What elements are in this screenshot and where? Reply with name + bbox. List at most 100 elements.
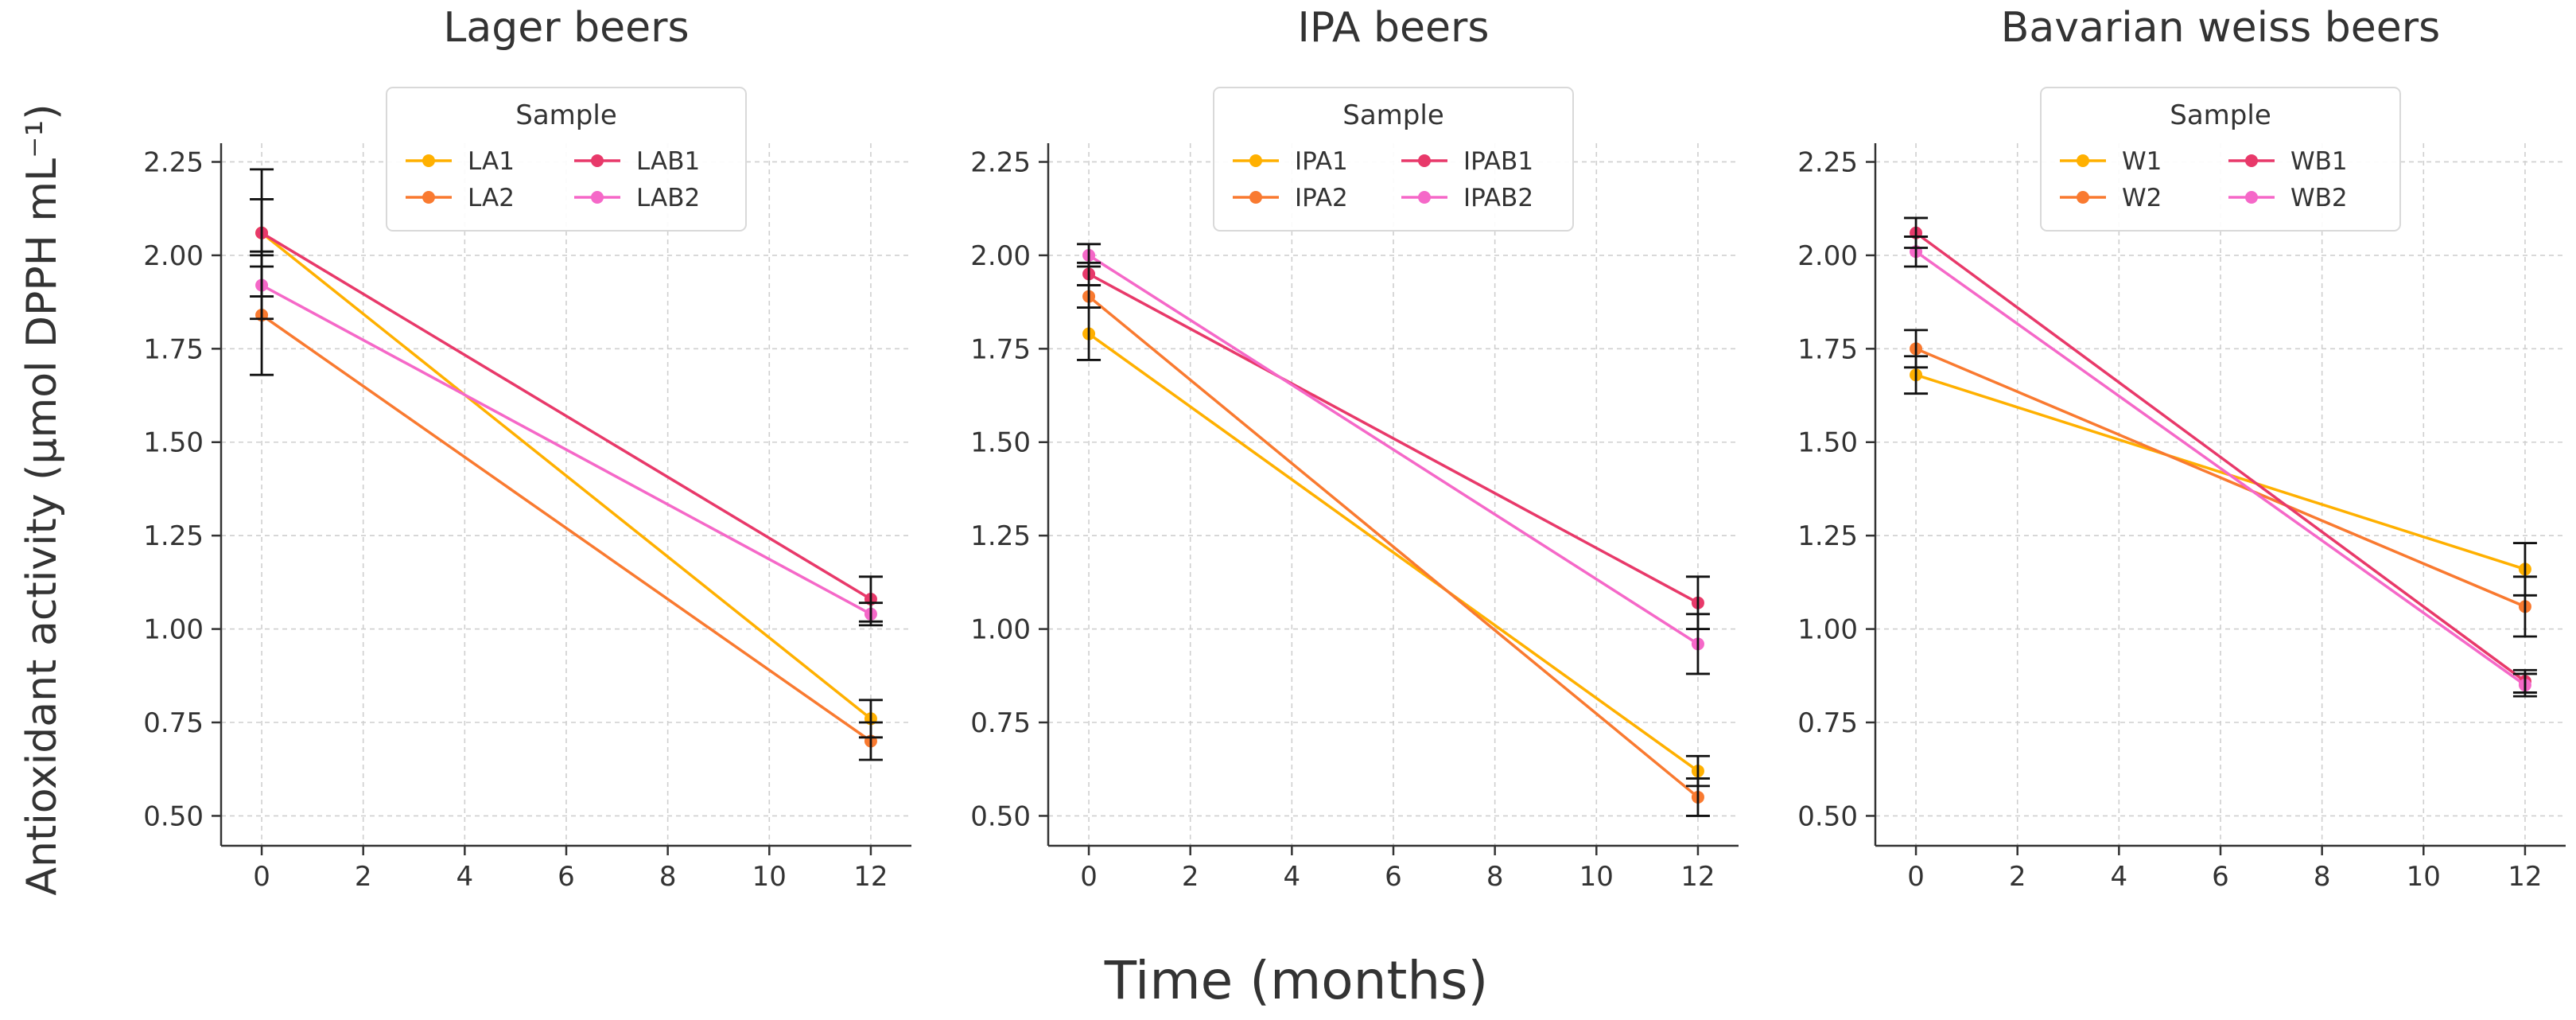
y-tick-label: 1.50	[1797, 427, 1858, 459]
legend-box	[1213, 87, 1574, 232]
legend-label-IPA2: IPA2	[1295, 184, 1348, 212]
x-tick-label: 8	[1486, 861, 1504, 893]
y-tick-label: 2.00	[1797, 240, 1858, 272]
legend-label-LA2: LA2	[468, 184, 515, 212]
legend-label-LAB2: LAB2	[636, 184, 700, 212]
figure-x-axis-label: Time (months)	[1104, 950, 1489, 1011]
legend-marker-WB1	[2245, 154, 2258, 167]
y-tick-label: 2.25	[970, 146, 1031, 178]
y-tick-label: 0.75	[970, 707, 1031, 739]
legend-label-LAB1: LAB1	[636, 147, 700, 176]
legend-marker-IPAB1	[1418, 154, 1431, 167]
series-line-IPA2	[1087, 295, 1700, 799]
legend-title: Sample	[2170, 99, 2271, 131]
x-tick-label: 12	[1680, 861, 1715, 893]
y-tick-label: 2.25	[1797, 146, 1858, 178]
legend-label-IPAB1: IPAB1	[1463, 147, 1533, 176]
y-tick-label: 0.50	[143, 800, 204, 832]
series-line-LA1	[260, 232, 872, 720]
series-line-LA2	[261, 313, 872, 742]
chart-title: Lager beers	[443, 4, 689, 52]
series-line-IPAB1	[1088, 272, 1699, 605]
legend-marker-IPAB2	[1418, 191, 1431, 204]
series-line-W1	[1915, 373, 2526, 571]
legend-label-LA1: LA1	[468, 147, 515, 176]
x-tick-label: 6	[558, 861, 575, 893]
chart-title: IPA beers	[1298, 4, 1490, 52]
x-tick-label: 6	[2212, 861, 2229, 893]
legend-label-IPAB2: IPAB2	[1463, 184, 1533, 212]
legend-marker-LAB1	[591, 154, 604, 167]
panel-1: Lager beers 0 2 4 6 8 10 12 0.50 0.75 1.00 1.25 1.50…	[143, 4, 911, 893]
x-tick-label: 4	[457, 861, 474, 893]
y-tick-label: 1.50	[970, 427, 1031, 459]
legend-label-IPA1: IPA1	[1295, 147, 1348, 176]
figure-y-axis-label: Antioxidant activity (µmol DPPH mL⁻¹)	[18, 103, 66, 895]
x-tick-label: 8	[2314, 861, 2331, 893]
legend-marker-WB2	[2245, 191, 2258, 204]
legend: Sample W1 W2 WB1 WB2	[2040, 87, 2401, 232]
series-line-WB2	[1915, 250, 2526, 687]
series-line-LAB2	[261, 283, 872, 616]
legend-marker-LAB2	[591, 191, 604, 204]
x-tick-label: 0	[1907, 861, 1925, 893]
series-line-IPA1	[1088, 333, 1699, 773]
series-line-WB1	[1915, 232, 2526, 683]
y-tick-label: 0.75	[143, 707, 204, 739]
legend-label-WB2: WB2	[2290, 184, 2348, 212]
y-tick-label: 0.50	[970, 800, 1031, 832]
panel-3: Bavarian weiss beers 0 2 4 6 8 10 12 0.50 0.75 1.0…	[1797, 4, 2566, 893]
x-tick-label: 2	[2009, 861, 2026, 893]
x-tick-label: 4	[2111, 861, 2128, 893]
legend-label-W1: W1	[2122, 147, 2162, 176]
y-tick-label: 2.25	[143, 146, 204, 178]
y-tick-label: 1.25	[1797, 520, 1858, 552]
series-line-W2	[1915, 347, 2526, 609]
x-tick-label: 0	[1080, 861, 1098, 893]
legend-label-WB1: WB1	[2290, 147, 2348, 176]
x-tick-label: 12	[2508, 861, 2542, 893]
x-tick-label: 2	[355, 861, 372, 893]
legend-title: Sample	[1342, 99, 1443, 131]
legend-marker-LA1	[422, 154, 435, 167]
legend-marker-IPA2	[1249, 191, 1262, 204]
y-tick-label: 0.75	[1797, 707, 1858, 739]
chart-title: Bavarian weiss beers	[2001, 4, 2441, 52]
legend-marker-LA2	[422, 191, 435, 204]
x-tick-label: 4	[1284, 861, 1301, 893]
chart-panels: Lager beers 0 2 4 6 8 10 12 0.50 0.75 1.00 1.25 1.50…	[143, 4, 2566, 893]
y-tick-label: 1.50	[143, 427, 204, 459]
legend-box	[2040, 87, 2401, 232]
x-tick-label: 8	[659, 861, 677, 893]
legend-marker-IPA1	[1249, 154, 1262, 167]
x-tick-label: 10	[1579, 861, 1614, 893]
y-tick-label: 1.75	[1797, 333, 1858, 365]
x-tick-label: 0	[253, 861, 270, 893]
legend: Sample IPA1 IPA2 IPAB1 IPAB2	[1213, 87, 1574, 232]
y-tick-label: 1.00	[143, 614, 204, 646]
y-tick-label: 1.25	[143, 520, 204, 552]
y-tick-label: 2.00	[143, 240, 204, 272]
x-tick-label: 10	[752, 861, 787, 893]
x-tick-label: 6	[1385, 861, 1402, 893]
y-tick-label: 1.75	[970, 333, 1031, 365]
panel-2: IPA beers 0 2 4 6 8 10 12 0.50 0.75 1.00 1.25 1.50 1.…	[970, 4, 1739, 893]
legend-title: Sample	[515, 99, 616, 131]
legend-label-W2: W2	[2122, 184, 2162, 212]
legend-marker-W2	[2077, 191, 2089, 204]
y-tick-label: 1.00	[970, 614, 1031, 646]
legend-marker-W1	[2077, 154, 2089, 167]
series-line-IPAB2	[1088, 254, 1699, 645]
y-tick-label: 0.50	[1797, 800, 1858, 832]
x-tick-label: 2	[1182, 861, 1199, 893]
y-tick-label: 2.00	[970, 240, 1031, 272]
series-line-LAB1	[261, 232, 872, 601]
y-tick-label: 1.00	[1797, 614, 1858, 646]
legend-box	[386, 87, 747, 232]
x-tick-label: 10	[2407, 861, 2441, 893]
y-tick-label: 1.75	[143, 333, 204, 365]
x-tick-label: 12	[853, 861, 888, 893]
y-tick-label: 1.25	[970, 520, 1031, 552]
